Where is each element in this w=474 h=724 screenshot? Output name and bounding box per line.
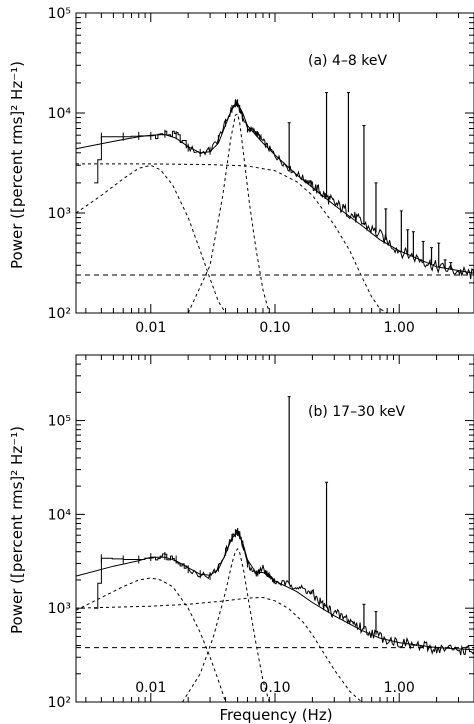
x-tick-label: 0.01 bbox=[135, 680, 166, 696]
y-tick-label: 10³ bbox=[48, 206, 71, 222]
power-spectrum-data bbox=[94, 99, 474, 280]
model-component-3 bbox=[76, 163, 388, 314]
panel-a-plot: (a) 4–8 keV Power ([percent rms]² Hz⁻¹) … bbox=[8, 6, 474, 336]
x-tick-label: 1.00 bbox=[384, 680, 415, 696]
model-component-3 bbox=[75, 596, 363, 703]
y-tick-label: 10³ bbox=[48, 601, 71, 617]
panel-b-frame bbox=[75, 354, 474, 703]
y-tick-label: 10² bbox=[48, 306, 71, 322]
y-tick-label: 10⁵ bbox=[48, 414, 71, 430]
model-component-1 bbox=[75, 164, 227, 314]
x-axis-title: Frequency (Hz) bbox=[219, 706, 332, 724]
x-tick-label: 0.10 bbox=[259, 320, 290, 336]
x-tick-label: 1.00 bbox=[384, 320, 415, 336]
model-component-1 bbox=[75, 577, 227, 703]
panel-a-frame bbox=[75, 12, 474, 314]
y-tick-label: 10⁵ bbox=[48, 6, 71, 22]
x-tick-label: 0.01 bbox=[135, 320, 166, 336]
model-component-2 bbox=[182, 547, 270, 703]
model-curve bbox=[75, 102, 474, 274]
y-tick-label: 10² bbox=[48, 695, 71, 711]
panel-a-label: (a) 4–8 keV bbox=[308, 53, 387, 69]
y-tick-label: 10⁴ bbox=[48, 106, 72, 122]
panel-a-ylabel: Power ([percent rms]² Hz⁻¹) bbox=[8, 61, 26, 269]
panel-b-plot: (b) 17–30 keV Power ([percent rms]² Hz⁻¹… bbox=[8, 354, 474, 724]
model-curve bbox=[75, 532, 474, 651]
power-spectrum-data bbox=[94, 528, 474, 656]
panel-b-label: (b) 17–30 keV bbox=[308, 404, 406, 420]
panel-b-ylabel: Power ([percent rms]² Hz⁻¹) bbox=[8, 426, 26, 634]
model-component-2 bbox=[187, 113, 270, 314]
x-tick-label: 0.10 bbox=[259, 680, 290, 696]
y-tick-label: 10⁴ bbox=[48, 507, 72, 523]
